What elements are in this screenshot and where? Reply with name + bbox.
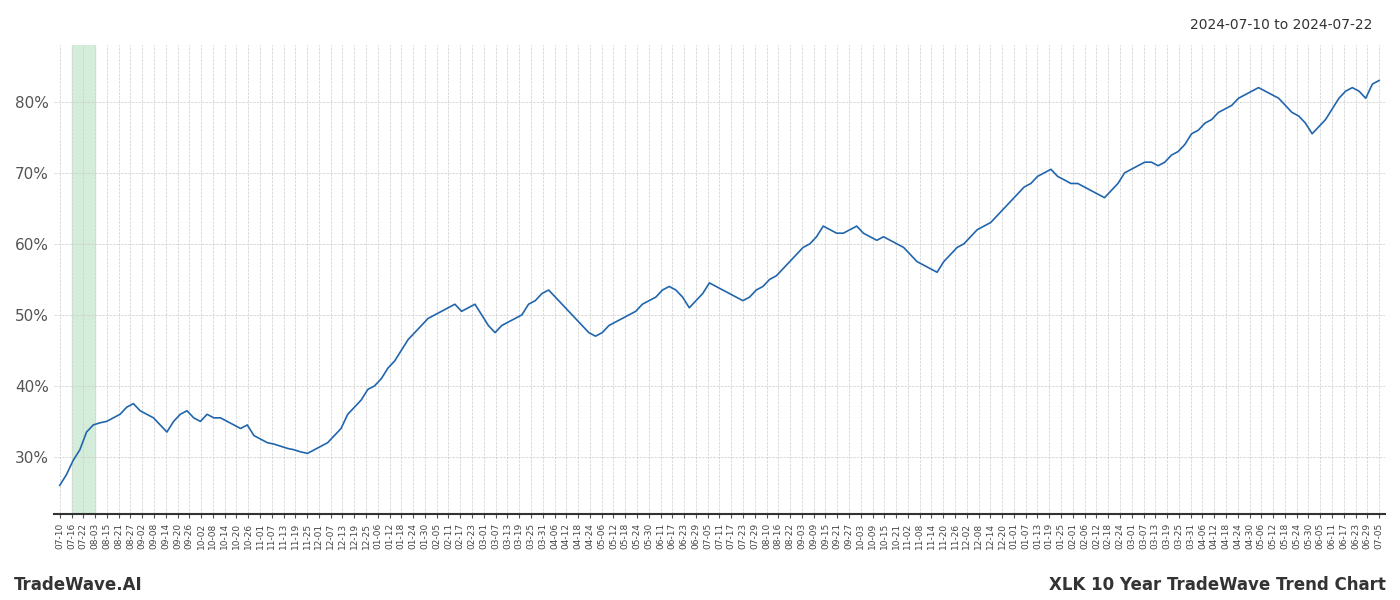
- Text: XLK 10 Year TradeWave Trend Chart: XLK 10 Year TradeWave Trend Chart: [1049, 576, 1386, 594]
- Bar: [71, 45, 95, 514]
- Text: 2024-07-10 to 2024-07-22: 2024-07-10 to 2024-07-22: [1190, 18, 1372, 32]
- Text: TradeWave.AI: TradeWave.AI: [14, 576, 143, 594]
